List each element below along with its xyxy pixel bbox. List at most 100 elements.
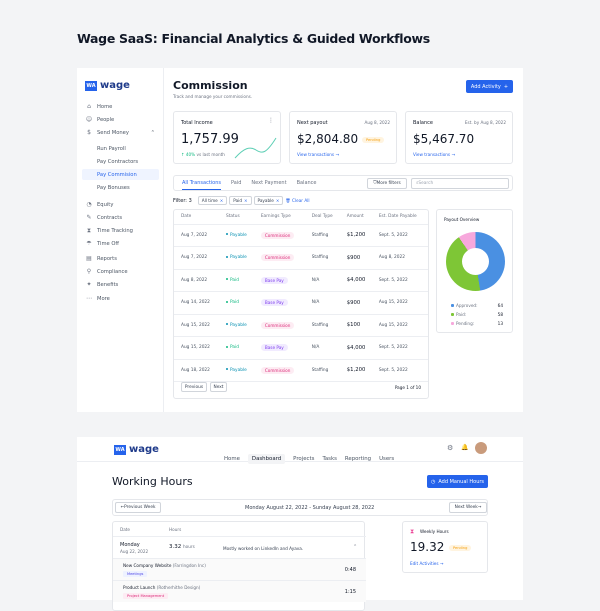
sidebar-item-home[interactable]: ⌂ Home bbox=[82, 101, 159, 112]
more-filters-button[interactable]: ⛉ More filters bbox=[367, 178, 407, 189]
hours-entry[interactable]: Product Launch (Rotherhithe Design) Proje… bbox=[113, 580, 366, 602]
chevron-up-icon[interactable]: ⌃ bbox=[150, 129, 155, 136]
nav-users[interactable]: Users bbox=[379, 456, 395, 462]
chip-label: Payable bbox=[257, 198, 274, 203]
cell-value: Paid bbox=[230, 300, 239, 306]
view-transactions-link[interactable]: View transactions → bbox=[297, 152, 339, 157]
sidebar-item-pay-contractors[interactable]: Pay Contractors bbox=[82, 156, 159, 167]
sidebar-item-benefits[interactable]: ✦ Benefits bbox=[82, 279, 159, 290]
cell-value: Sept. 5, 2022 bbox=[378, 367, 408, 373]
table-row[interactable]: Aug 14, 2022 Paid Base Pay N/A $900 Aug 15, 2… bbox=[174, 291, 428, 315]
table-row[interactable]: Aug 15, 2022 Paid Base Pay N/A $4,000 Sept. 5… bbox=[174, 336, 428, 360]
table-row[interactable]: Aug 7, 2022 Payable Commission Staffing $900… bbox=[174, 246, 428, 270]
cell: Sept. 5, 2022 bbox=[371, 269, 428, 292]
weekly-label: Weekly Hours bbox=[420, 529, 449, 534]
cell: Payable bbox=[219, 314, 254, 337]
payout-date: Aug 8, 2022 bbox=[364, 120, 391, 125]
tab-balance[interactable]: Balance bbox=[296, 180, 317, 186]
weekly-hours-card: ⧗ Weekly Hours 19.32 Pending Edit Activi… bbox=[402, 521, 488, 573]
view-transactions-link[interactable]: View transactions → bbox=[413, 152, 455, 157]
cell: Sept. 5, 2022 bbox=[371, 336, 428, 360]
sidebar-item-time-off[interactable]: ☂ Time Off bbox=[82, 238, 159, 249]
legend-swatch bbox=[451, 322, 454, 325]
bell-icon[interactable]: 🔔 bbox=[461, 444, 469, 451]
sidebar-item-send-money[interactable]: $ Send Money ⌃ bbox=[82, 127, 159, 138]
money-icon: $ bbox=[87, 129, 91, 136]
table-row[interactable]: Aug 18, 2022 Payable Commission Staffing $1,… bbox=[174, 359, 428, 382]
tab-all-transactions[interactable]: All Transactions bbox=[182, 180, 221, 190]
edit-activities-link[interactable]: Edit Activities → bbox=[410, 561, 444, 566]
sidebar-item-reports[interactable]: ▤ Reports bbox=[82, 253, 159, 264]
sidebar-item-contracts[interactable]: ✎ Contracts bbox=[82, 212, 159, 223]
earnings-type-badge: Base Pay bbox=[260, 299, 288, 307]
sidebar-item-run-payroll[interactable]: Run Payroll bbox=[82, 143, 159, 154]
close-icon[interactable]: × bbox=[275, 198, 280, 203]
sidebar-item-time-tracking[interactable]: ⧗ Time Tracking bbox=[82, 225, 159, 236]
avatar[interactable] bbox=[475, 442, 487, 454]
balance-date: Est. by Aug 8, 2022 bbox=[464, 120, 506, 125]
home-icon: ⌂ bbox=[87, 103, 91, 110]
clear-all-button[interactable]: 🗑 Clear All bbox=[285, 197, 310, 203]
sidebar-item-label: Reports bbox=[97, 255, 117, 262]
more-icon[interactable]: ⋮ bbox=[268, 117, 274, 124]
table-row[interactable]: Aug 7, 2022 Payable Commission Staffing $1,2… bbox=[174, 224, 428, 247]
status-dot bbox=[226, 255, 229, 258]
previous-week-button[interactable]: ← Previous Week bbox=[115, 502, 161, 513]
col-date: Date bbox=[120, 527, 131, 532]
sidebar-item-compliance[interactable]: ⚲ Compliance bbox=[82, 266, 159, 277]
cell: Aug 7, 2022 bbox=[174, 246, 220, 270]
settings-icon[interactable]: ⚙ bbox=[447, 444, 454, 452]
top-navbar: WA wage Home Dashboard Projects Tasks Reporti… bbox=[77, 437, 523, 464]
add-manual-hours-button[interactable]: ◷ Add Manual Hours bbox=[427, 475, 488, 488]
logo[interactable]: WA wage bbox=[114, 444, 159, 455]
client-name: (Farringdon Inc) bbox=[172, 563, 206, 568]
previous-button[interactable]: Previous bbox=[181, 382, 207, 392]
tab-paid[interactable]: Paid bbox=[231, 180, 242, 186]
cell-value: Aug 15, 2022 bbox=[181, 345, 210, 351]
hourglass-icon: ⧗ bbox=[86, 226, 92, 234]
column-header[interactable]: Date bbox=[174, 210, 220, 225]
hours-entry[interactable]: New Company Website (Farringdon Inc) Meet… bbox=[113, 558, 366, 580]
cell-value: $900 bbox=[346, 299, 361, 306]
chevron-up-icon[interactable]: ⌃ bbox=[353, 544, 358, 550]
sidebar-item-more[interactable]: ⋯ More bbox=[82, 293, 159, 304]
cell-value: N/A bbox=[311, 277, 320, 283]
nav-reporting[interactable]: Reporting bbox=[344, 456, 372, 462]
column-header[interactable]: Est. Date Payable bbox=[371, 210, 428, 225]
column-header[interactable]: Amount bbox=[339, 210, 372, 225]
cell: $1,200 bbox=[339, 224, 372, 247]
legend-swatch bbox=[451, 313, 454, 316]
next-button[interactable]: Next bbox=[210, 382, 227, 392]
cell: N/A bbox=[304, 336, 340, 360]
table-row[interactable]: Aug 15, 2022 Payable Commission Staffing $10… bbox=[174, 314, 428, 337]
filter-chip[interactable]: All time × bbox=[197, 196, 228, 205]
filter-chip[interactable]: Paid × bbox=[229, 196, 252, 205]
tab-next-payment[interactable]: Next Payment bbox=[251, 180, 287, 186]
nav-home[interactable]: Home bbox=[224, 456, 240, 462]
earnings-type-badge: Commission bbox=[260, 366, 295, 374]
filter-chip[interactable]: Payable × bbox=[253, 196, 284, 205]
cell-value: Sept. 5, 2022 bbox=[378, 277, 408, 283]
next-week-button[interactable]: Next Week → bbox=[449, 502, 487, 513]
close-icon[interactable]: × bbox=[219, 198, 224, 203]
close-icon[interactable]: × bbox=[243, 198, 248, 203]
payout-title: Payout Overview bbox=[444, 217, 480, 222]
nav-projects[interactable]: Projects bbox=[293, 456, 315, 462]
add-activity-button[interactable]: Add Activity + bbox=[466, 80, 513, 93]
cell: N/A bbox=[304, 269, 340, 292]
sidebar-item-pay-bonuses[interactable]: Pay Bonuses bbox=[82, 182, 159, 193]
pen-icon: ✎ bbox=[86, 214, 92, 221]
column-header[interactable]: Status bbox=[219, 210, 254, 225]
sidebar-item-pay-commision[interactable]: Pay Commision bbox=[82, 169, 159, 180]
cell-value: Sept. 5, 2022 bbox=[378, 345, 408, 351]
table-row[interactable]: Aug 8, 2022 Paid Base Pay N/A $4,000 Sept. 5,… bbox=[174, 269, 428, 292]
logo[interactable]: WA wage bbox=[85, 80, 130, 91]
project-name: Product Launch bbox=[123, 585, 156, 590]
column-header[interactable]: Earnings Type bbox=[253, 210, 305, 225]
column-header[interactable]: Deal Type bbox=[304, 210, 340, 225]
search-input[interactable]: ⌕ Search bbox=[411, 178, 509, 189]
nav-dashboard[interactable]: Dashboard bbox=[247, 454, 286, 464]
nav-tasks[interactable]: Tasks bbox=[322, 456, 337, 462]
sidebar-item-people[interactable]: ☺ People bbox=[82, 114, 159, 125]
sidebar-item-equity[interactable]: ◔ Equity bbox=[82, 199, 159, 210]
